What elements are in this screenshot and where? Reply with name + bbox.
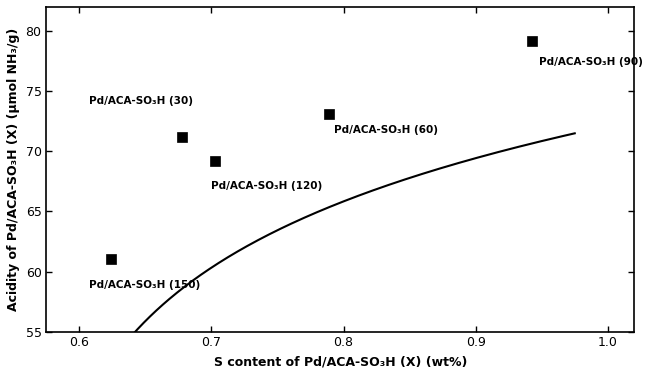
Text: Pd/ACA-SO₃H (90): Pd/ACA-SO₃H (90) (539, 57, 643, 68)
Y-axis label: Acidity of Pd/ACA-SO₃H (X) (μmol NH₃/g): Acidity of Pd/ACA-SO₃H (X) (μmol NH₃/g) (7, 28, 20, 311)
Text: Pd/ACA-SO₃H (60): Pd/ACA-SO₃H (60) (334, 125, 438, 135)
Text: Pd/ACA-SO₃H (150): Pd/ACA-SO₃H (150) (89, 280, 200, 290)
Text: Pd/ACA-SO₃H (120): Pd/ACA-SO₃H (120) (211, 182, 323, 191)
Text: Pd/ACA-SO₃H (30): Pd/ACA-SO₃H (30) (89, 96, 193, 105)
X-axis label: S content of Pd/ACA-SO₃H (X) (wt%): S content of Pd/ACA-SO₃H (X) (wt%) (214, 355, 467, 368)
